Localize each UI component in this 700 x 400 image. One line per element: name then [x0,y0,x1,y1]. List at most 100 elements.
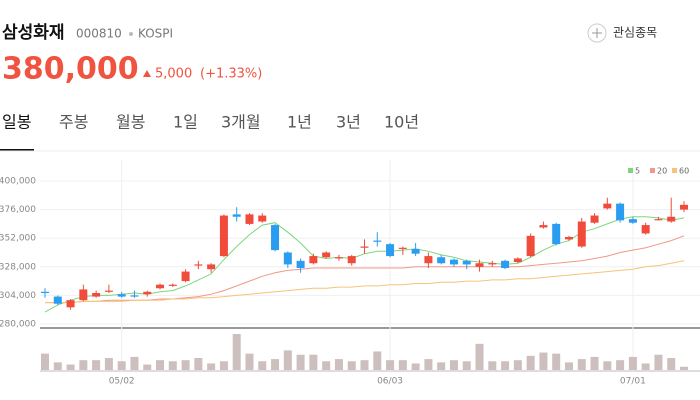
candle-body [334,257,343,259]
volume-bar [296,354,305,370]
candle-body [449,259,458,265]
volume-bar [411,363,420,370]
stock-code: 000810 [76,27,122,41]
x-tick-label: 06/03 [377,377,403,387]
candle-body [462,260,471,265]
moving-average [44,216,685,313]
candle-body [437,257,446,264]
volume-bar [552,353,561,370]
watch-label: 관심종목 [613,26,657,40]
volume-bar [628,356,637,370]
x-tick-label: 05/02 [109,377,135,387]
y-tick-label: 280,000 [0,320,36,330]
separator-dot [129,32,133,36]
volume-bar [680,366,688,370]
volume-bar [66,364,75,370]
candle-body [552,223,561,245]
candle-body [41,291,49,294]
stock-name: 삼성화재 [2,23,65,43]
candle-body [628,219,637,223]
volume-bar [616,360,625,370]
candle-body [296,260,305,268]
volume-bar [564,362,573,370]
candle-body [590,215,599,223]
tab[interactable]: 3년 [336,113,361,132]
volume-bar [245,353,254,370]
legend-label: 5 [635,167,640,176]
volume-bar [577,359,586,370]
candle-body [232,214,241,217]
candle-body [219,215,228,257]
volume-bar [513,360,522,370]
candle-body [104,290,113,292]
y-tick-label: 376,000 [0,205,36,215]
tab[interactable]: 일봉 [2,113,31,132]
tab[interactable]: 1일 [173,113,198,132]
legend-label: 20 [657,167,667,176]
volume-bar [667,358,676,370]
x-tick-label: 07/01 [620,377,646,387]
up-arrow [143,70,151,77]
candle-body [168,284,177,286]
y-tick-label: 328,000 [0,262,36,272]
volume-bar [168,361,177,370]
legend-swatch [650,168,655,173]
candle-body [654,219,663,221]
volume-bar [79,360,88,370]
tab[interactable]: 월봉 [116,113,145,132]
moving-average [45,260,685,304]
tab[interactable]: 1년 [287,113,312,132]
candle-body [373,240,382,242]
volume-bar [53,362,62,370]
volume-bar [181,360,190,370]
candle-body [66,300,75,308]
candle-body [360,246,369,248]
candle-body [347,256,356,264]
plus-sign [592,28,602,38]
tab[interactable]: 3개월 [221,113,261,132]
volume-bar [143,364,152,370]
volume-bar [347,361,356,370]
y-tick-label: 304,000 [0,291,36,301]
volume-bar [437,362,446,370]
candle-body [513,258,522,263]
volume-bar [194,358,203,370]
volume-bar [309,354,318,370]
candle-body [501,260,510,268]
volume-bar [526,355,535,370]
candle-body [283,252,292,265]
price: 380,000 [2,52,139,87]
candle-body [92,293,101,297]
volume-bar [386,360,395,370]
candle-body [488,263,497,265]
candle-body [680,204,688,210]
volume-bar [590,356,599,370]
volume-bar [424,359,433,370]
volume-bar [258,361,267,370]
volume-bar [283,350,292,370]
candle-body [424,256,433,264]
volume-bar [334,359,343,370]
volume-bar [207,363,216,370]
watch-button[interactable]: 관심종목 [587,23,657,43]
tab[interactable]: 주봉 [59,113,88,132]
candle-body [143,291,152,295]
candle-body [79,289,88,301]
candle-body [117,294,126,297]
candle-body [156,284,165,289]
candle-body [322,252,331,258]
candle-body [207,264,216,270]
candle-body [641,225,650,234]
volume-bar [603,361,612,370]
candle-body [245,214,254,224]
volume-bar [41,353,49,370]
volume-bar [373,351,382,370]
volume-bar [117,361,126,370]
candle-body [603,203,612,209]
candle-body [475,263,484,267]
tab[interactable]: 10년 [384,113,419,132]
volume-bar [130,356,139,370]
volume-bar [475,343,484,370]
candle-body [258,215,267,222]
